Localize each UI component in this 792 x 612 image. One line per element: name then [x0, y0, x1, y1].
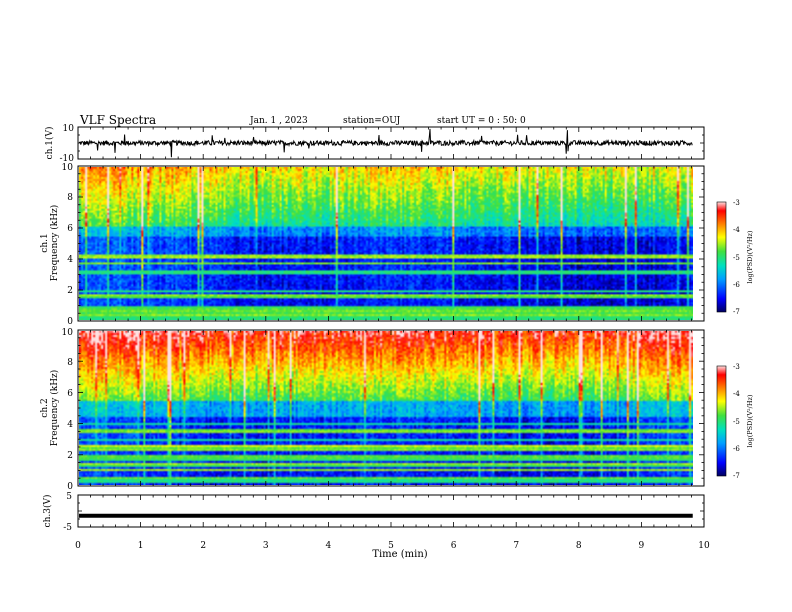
ch1-ytick-4: 4: [67, 255, 73, 265]
ch1-colorbar-tick-m6: -6: [733, 281, 740, 289]
ch1-colorbar-tick-m4: -4: [733, 226, 740, 234]
ch1-ytick-0: 0: [67, 317, 73, 327]
ch1-colorbar-tick-m5: -5: [733, 254, 740, 262]
ch1-colorbar-tick-m3: -3: [733, 199, 740, 207]
ch1-waveform-frame: [77, 126, 705, 160]
ch2-colorbar-tick-m3: -3: [733, 363, 740, 371]
x-tick-label: 4: [326, 541, 332, 551]
ch3-waveform-panel: 5 -5 ch.3(V): [42, 492, 705, 533]
x-axis-tick-labels: 0 1 2 3 4 5 6 7 8 9 10: [75, 541, 710, 551]
ch1-colorbar: [716, 201, 727, 313]
ch1-ytick-8: 8: [67, 193, 73, 203]
date-label: Jan. 1 , 2023: [250, 116, 308, 126]
ch1-spectrogram-panel: 0 2 4 6 8 10 ch.1 Frequency (kHz) -3 -4 …: [40, 163, 754, 327]
ch3-waveform-ylabel: ch.3(V): [42, 495, 53, 528]
ch1-waveform-trace: [78, 128, 693, 158]
ch2-ytick-2: 2: [67, 451, 73, 461]
ch1-waveform-ylabel: ch.1(V): [44, 127, 55, 160]
x-tick-label: 8: [576, 541, 582, 551]
ch2-spectrogram-image: [79, 331, 693, 485]
ch1-spectrogram-ylabel-freq: Frequency (kHz): [49, 205, 60, 282]
x-tick-label: 3: [263, 541, 269, 551]
x-tick-label: 1: [138, 541, 144, 551]
ch2-colorbar: [716, 365, 727, 477]
ch2-colorbar-tick-m4: -4: [733, 390, 740, 398]
ch3-ytick-bottom: -5: [63, 523, 72, 533]
ch2-ytick-10: 10: [62, 328, 74, 338]
ch2-spectrogram-ylabel-channel: ch.2: [40, 398, 50, 417]
x-tick-label: 7: [513, 541, 519, 551]
station-label: station=OUJ: [343, 116, 401, 126]
ch3-ytick-top: 5: [66, 492, 72, 502]
ch2-spectrogram-panel: 0 2 4 6 8 10 ch.2 Frequency (kHz) -3 -4 …: [40, 328, 754, 492]
ch2-ytick-6: 6: [67, 389, 73, 399]
ch1-ytick-2: 2: [67, 286, 73, 296]
x-tick-label: 9: [639, 541, 645, 551]
x-tick-label: 2: [200, 541, 206, 551]
ch2-colorbar-tick-m5: -5: [733, 418, 740, 426]
ch2-ytick-4: 4: [67, 420, 73, 430]
x-tick-label: 6: [451, 541, 457, 551]
ch2-colorbar-tick-m7: -7: [733, 472, 740, 480]
x-axis-label: Time (min): [372, 549, 427, 560]
ch1-colorbar-label: log(PSD)(V²/Hz): [746, 230, 754, 283]
ch1-ytick-10: 10: [62, 163, 74, 173]
ch1-colorbar-tick-m7: -7: [733, 308, 740, 316]
ch1-waveform-panel: 10 -10 ch.1(V): [44, 124, 705, 164]
ch1-ytick-6: 6: [67, 224, 73, 234]
ch2-spectrogram-ylabel-freq: Frequency (kHz): [49, 370, 60, 447]
ch1-ytick-bottom: -10: [60, 154, 75, 164]
ch2-colorbar-tick-m6: -6: [733, 445, 740, 453]
ch1-ytick-top: 10: [63, 124, 75, 134]
ch1-spectrogram-yticks: 0 2 4 6 8 10: [62, 163, 74, 327]
start-time-label: start UT = 0 : 50: 0: [437, 116, 526, 126]
x-tick-label: 0: [75, 541, 81, 551]
axis-ticks: [77, 126, 705, 528]
ch2-ytick-0: 0: [67, 482, 73, 492]
ch2-ytick-8: 8: [67, 358, 73, 368]
ch2-colorbar-label: log(PSD)(V²/Hz): [746, 394, 754, 447]
ch1-spectrogram-ylabel-channel: ch.1: [40, 233, 50, 252]
ch2-spectrogram-yticks: 0 2 4 6 8 10: [62, 328, 74, 492]
ch1-spectrogram-image: [79, 167, 693, 320]
x-tick-label: 10: [698, 541, 710, 551]
figure-title: VLF Spectra: [80, 113, 157, 127]
x-tick-label: 5: [388, 541, 394, 551]
